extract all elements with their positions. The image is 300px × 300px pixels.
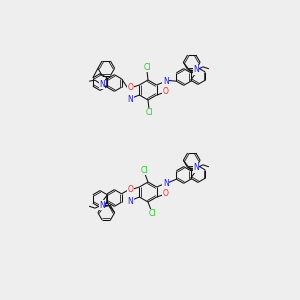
Text: Cl: Cl bbox=[143, 63, 151, 72]
Text: N: N bbox=[99, 201, 105, 210]
Text: N: N bbox=[128, 94, 133, 103]
Text: O: O bbox=[128, 185, 133, 194]
Text: N: N bbox=[99, 80, 105, 89]
Text: Cl: Cl bbox=[148, 209, 156, 218]
Text: O: O bbox=[163, 190, 169, 199]
Text: Cl: Cl bbox=[140, 166, 148, 175]
Text: O: O bbox=[128, 83, 133, 92]
Text: O: O bbox=[163, 88, 169, 97]
Text: N: N bbox=[128, 196, 133, 206]
Text: N: N bbox=[193, 163, 199, 172]
Text: Cl: Cl bbox=[145, 108, 153, 117]
Text: N: N bbox=[163, 76, 169, 85]
Text: N: N bbox=[193, 65, 199, 74]
Text: N: N bbox=[163, 178, 169, 188]
